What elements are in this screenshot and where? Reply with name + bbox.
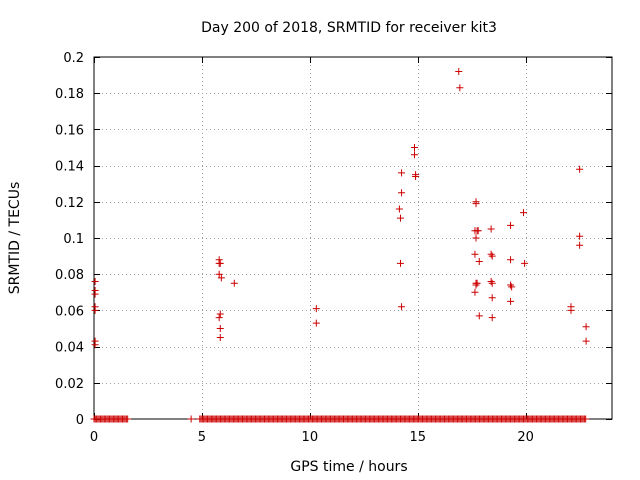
- data-point: [474, 227, 482, 235]
- data-point: [411, 151, 419, 159]
- data-point: [411, 144, 419, 151]
- data-point: [312, 319, 320, 327]
- data-point: [521, 259, 529, 267]
- y-tick-label: 0.18: [55, 87, 84, 102]
- data-points: [90, 67, 590, 423]
- data-point: [216, 325, 224, 332]
- data-point: [124, 415, 132, 423]
- data-point: [91, 290, 99, 298]
- data-point: [472, 200, 480, 208]
- data-point: [582, 337, 590, 345]
- y-tick-label: 0.04: [55, 341, 84, 356]
- data-point: [395, 205, 403, 213]
- data-point: [507, 221, 515, 229]
- data-point: [507, 297, 515, 305]
- data-point: [473, 279, 481, 287]
- data-point: [567, 306, 575, 314]
- data-point: [487, 250, 495, 258]
- data-point: [488, 314, 496, 322]
- data-point: [488, 279, 496, 287]
- x-tick-label: 0: [90, 430, 98, 445]
- data-point: [91, 306, 99, 314]
- data-point: [508, 283, 516, 291]
- y-tick-label: 0.02: [55, 377, 84, 392]
- y-tick-label: 0.14: [55, 160, 84, 175]
- y-tick-label: 0.08: [55, 268, 84, 283]
- data-point: [488, 294, 496, 302]
- x-tick-label: 15: [409, 430, 426, 445]
- y-axis-title: SRMTID / TECUs: [7, 182, 23, 295]
- x-tick-label: 20: [517, 430, 534, 445]
- data-point: [91, 277, 99, 285]
- data-point: [215, 270, 223, 278]
- y-tick-label: 0.1: [63, 232, 84, 247]
- y-tick-label: 0: [76, 413, 84, 428]
- data-point: [398, 189, 406, 197]
- data-point: [91, 341, 99, 349]
- data-point: [396, 259, 404, 267]
- data-point: [576, 165, 584, 173]
- data-point: [471, 250, 479, 258]
- data-point: [455, 67, 463, 75]
- data-point: [456, 84, 464, 92]
- data-point: [396, 214, 404, 222]
- data-point: [230, 279, 238, 287]
- data-point: [475, 312, 483, 320]
- x-tick-label: 10: [302, 430, 319, 445]
- chart-title: Day 200 of 2018, SRMTID for receiver kit…: [201, 20, 497, 36]
- x-tick-labels: 0 5 10 15 20: [90, 430, 534, 445]
- data-point: [187, 415, 195, 423]
- data-point: [582, 415, 590, 423]
- data-point: [471, 288, 479, 296]
- data-point: [507, 256, 515, 264]
- data-point: [312, 305, 320, 313]
- data-point: [475, 258, 483, 266]
- data-point: [520, 209, 528, 217]
- data-point: [576, 241, 584, 249]
- x-tick-label: 5: [198, 430, 206, 445]
- data-point: [398, 169, 406, 177]
- y-tick-label: 0.16: [55, 123, 84, 138]
- data-point: [472, 281, 480, 289]
- data-point: [487, 225, 495, 233]
- x-axis-title: GPS time / hours: [290, 459, 407, 475]
- data-point: [488, 252, 496, 260]
- y-tick-label: 0.12: [55, 196, 84, 211]
- data-point: [216, 259, 224, 267]
- data-point: [487, 277, 495, 285]
- y-tick-label: 0.06: [55, 304, 84, 319]
- data-point: [215, 314, 223, 322]
- grid: [94, 57, 612, 419]
- data-point: [507, 281, 515, 289]
- data-point: [217, 274, 225, 282]
- y-tick-labels: 0 0.02 0.04 0.06 0.08 0.1 0.12 0.14 0.16 0.18 0.2: [55, 51, 84, 428]
- data-point: [576, 232, 584, 240]
- y-tick-label: 0.2: [63, 51, 84, 66]
- data-point: [412, 172, 420, 180]
- data-point: [398, 303, 406, 311]
- data-point: [472, 234, 480, 242]
- data-point: [216, 334, 224, 342]
- data-point: [582, 323, 590, 331]
- data-point: [216, 310, 224, 318]
